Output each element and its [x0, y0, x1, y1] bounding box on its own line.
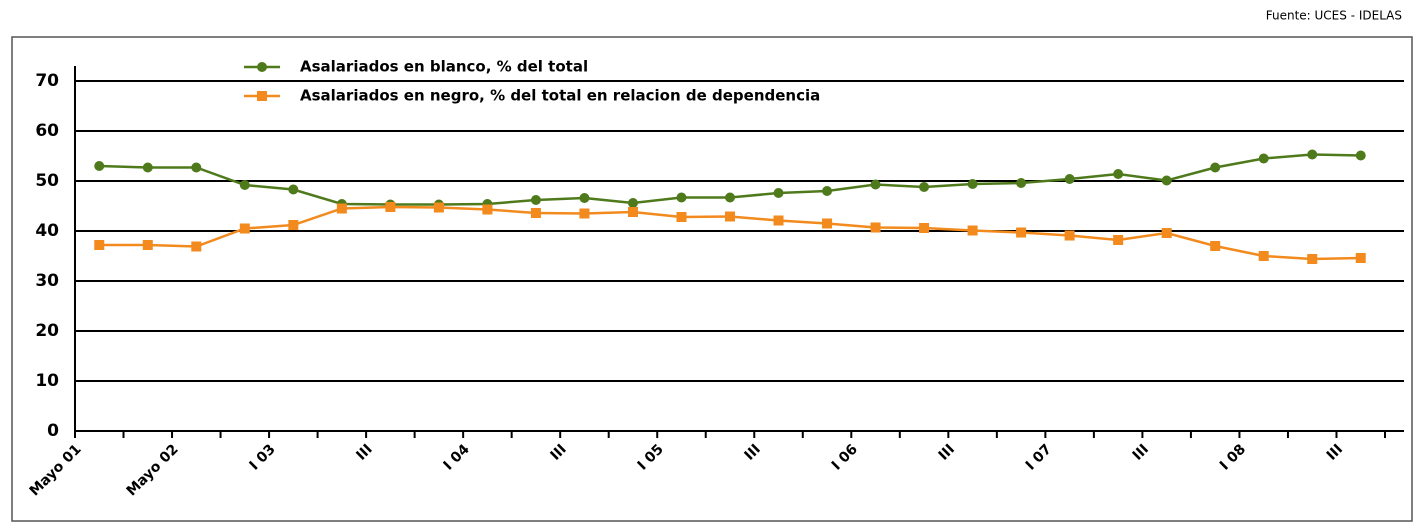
point	[482, 204, 493, 215]
point	[142, 162, 153, 173]
point	[530, 208, 541, 218]
point	[919, 223, 930, 233]
point	[191, 241, 202, 252]
x-tick-label: Mayo 02	[124, 441, 182, 499]
legend-label: Asalariados en blanco, % del total	[300, 58, 588, 76]
y-tick-label: 40	[35, 221, 59, 241]
y-tick-label: 0	[47, 421, 59, 441]
y-tick-label: 20	[35, 321, 59, 341]
x-tick-label: I 03	[247, 441, 279, 473]
point	[336, 203, 347, 214]
point	[967, 179, 978, 189]
legend-marker	[257, 91, 267, 101]
point	[627, 198, 638, 208]
point	[1258, 251, 1269, 261]
frame	[11, 36, 1413, 522]
point	[1355, 150, 1366, 161]
y-tick-label: 70	[35, 71, 59, 91]
point	[1113, 235, 1124, 245]
point	[142, 240, 153, 250]
point	[94, 240, 105, 250]
point	[870, 179, 881, 190]
point	[1161, 175, 1172, 186]
x-tick-label: III	[1130, 441, 1152, 463]
point	[191, 162, 202, 173]
point	[530, 195, 541, 205]
point	[967, 225, 978, 236]
y-tick-label: 10	[35, 371, 59, 391]
point	[822, 186, 833, 196]
point	[1064, 230, 1075, 241]
y-tick-label: 30	[35, 271, 59, 291]
point	[1307, 149, 1318, 160]
x-tick-label: I 08	[1217, 441, 1249, 473]
point	[385, 202, 396, 212]
point	[870, 222, 881, 233]
x-tick-label: I 07	[1023, 441, 1055, 473]
point	[822, 218, 833, 229]
point	[919, 182, 930, 192]
x-tick-label: I 04	[441, 441, 473, 473]
point	[239, 180, 250, 190]
point	[433, 202, 444, 213]
source: Fuente: UCES - IDELAS	[1266, 9, 1402, 23]
point	[288, 184, 299, 195]
y-tick-label: 60	[35, 121, 59, 141]
point	[288, 220, 299, 230]
point	[627, 207, 638, 217]
point	[676, 212, 687, 222]
point	[725, 192, 735, 203]
point	[579, 193, 590, 203]
legend-marker	[257, 62, 267, 72]
point	[676, 192, 687, 203]
x-tick-label: Mayo 01	[27, 441, 85, 499]
x-tick-label: I 06	[829, 441, 861, 473]
x-tick-label: III	[936, 441, 958, 463]
point	[1113, 169, 1124, 179]
point	[1016, 178, 1027, 188]
point	[94, 161, 105, 171]
x-tick-label: III	[353, 441, 375, 463]
point	[1210, 162, 1221, 173]
legend-label: Asalariados en negro, % del total en rel…	[300, 87, 820, 105]
point	[1064, 174, 1075, 184]
point	[579, 208, 590, 219]
point	[1016, 227, 1027, 238]
x-tick-label: I 05	[635, 441, 667, 473]
point	[1210, 241, 1221, 251]
point	[1161, 228, 1172, 238]
point	[725, 211, 735, 222]
point	[239, 223, 250, 234]
x-tick-label: III	[547, 441, 569, 463]
x-tick-label: III	[742, 441, 764, 463]
x-tick-label: III	[1324, 441, 1346, 463]
point	[1355, 253, 1366, 263]
point	[773, 188, 784, 198]
point	[773, 215, 784, 226]
point	[1258, 153, 1269, 164]
point	[1307, 254, 1318, 264]
y-tick-label: 50	[35, 171, 59, 191]
